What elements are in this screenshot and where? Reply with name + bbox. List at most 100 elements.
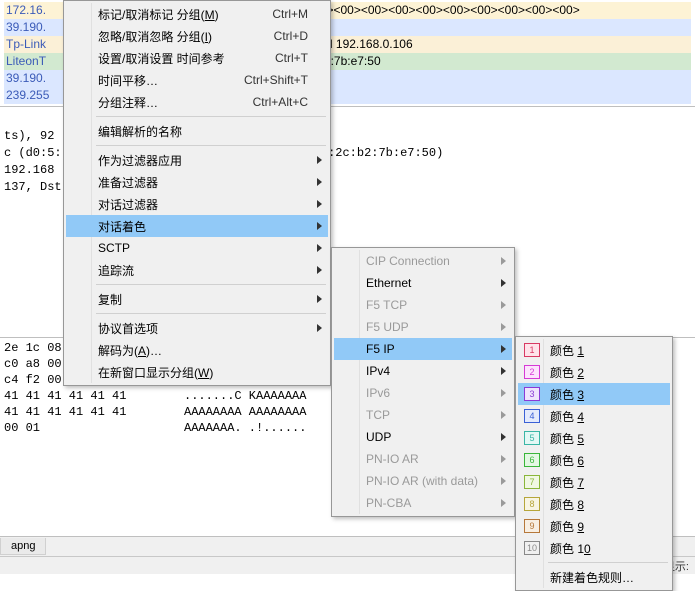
menu-item-label: 标记/取消标记 分组(M) <box>98 6 248 23</box>
submenu-arrow-icon <box>501 279 506 287</box>
color-swatch-icon: 8 <box>524 497 540 511</box>
menu-item-label: Ethernet <box>366 276 492 290</box>
context-menu-item[interactable]: 追踪流 <box>66 259 328 281</box>
color-swatch-icon: 5 <box>524 431 540 445</box>
menu-item-label: 颜色 10 <box>550 540 650 557</box>
menu-item-label: 时间平移… <box>98 72 220 89</box>
context-menu-item[interactable]: 对话着色 <box>66 215 328 237</box>
color-menu-item[interactable]: 3颜色 3 <box>518 383 670 405</box>
context-menu[interactable]: 标记/取消标记 分组(M) Ctrl+M 忽略/取消忽略 分组(I) Ctrl+D 设置… <box>63 0 331 386</box>
color-swatch-icon: 4 <box>524 409 540 423</box>
menu-item-shortcut: Ctrl+Shift+T <box>244 73 308 87</box>
menu-item-label: 作为过滤器应用 <box>98 152 308 169</box>
tab-apng[interactable]: apng <box>0 538 46 555</box>
menu-item-label: 新建着色规则… <box>550 569 650 586</box>
submenu-colorize[interactable]: CIP Connection Ethernet F5 TCPF5 UDP F5 IP I… <box>331 247 515 517</box>
menu-item-label: 颜色 5 <box>550 430 650 447</box>
submenu-arrow-icon <box>317 156 322 164</box>
menu-item-label: 忽略/取消忽略 分组(I) <box>98 28 250 45</box>
color-menu-item[interactable]: 4 颜色 4 <box>518 405 670 427</box>
menu-item-shortcut: Ctrl+D <box>274 29 308 43</box>
submenu-arrow-icon <box>501 301 506 309</box>
menu-item-label: F5 IP <box>366 342 492 356</box>
color-swatch-icon: 2 <box>524 365 540 379</box>
colorize-menu-item[interactable]: IPv4 <box>334 360 512 382</box>
menu-item-shortcut: Ctrl+T <box>275 51 308 65</box>
menu-item-label: 颜色 7 <box>550 474 650 491</box>
color-menu-item[interactable]: 9颜色 9 <box>518 515 670 537</box>
context-menu-item[interactable]: 解码为(A)… <box>66 339 328 361</box>
colorize-menu-item[interactable]: F5 UDP <box>334 316 512 338</box>
menu-item-label: 颜色 1 <box>550 342 650 359</box>
color-menu-item[interactable]: 1 颜色 1 <box>518 339 670 361</box>
submenu-arrow-icon <box>501 477 506 485</box>
context-menu-item[interactable]: 分组注释…Ctrl+Alt+C <box>66 91 328 113</box>
menu-item-label: TCP <box>366 408 492 422</box>
submenu-arrow-icon <box>317 178 322 186</box>
submenu-arrow-icon <box>501 433 506 441</box>
menu-item-label: CIP Connection <box>366 254 492 268</box>
submenu-arrow-icon <box>317 266 322 274</box>
submenu-arrow-icon <box>501 257 506 265</box>
colorize-menu-item[interactable]: F5 IP <box>334 338 512 360</box>
color-menu-item[interactable]: 7颜色 7 <box>518 471 670 493</box>
menu-separator <box>96 284 326 285</box>
detail-line: ts), 92 <box>4 129 54 143</box>
colorize-menu-item[interactable]: CIP Connection <box>334 250 512 272</box>
color-swatch-icon: 9 <box>524 519 540 533</box>
menu-item-label: 颜色 4 <box>550 408 650 425</box>
menu-separator <box>96 313 326 314</box>
colorize-menu-item[interactable]: TCP <box>334 404 512 426</box>
submenu-arrow-icon <box>501 367 506 375</box>
context-menu-item[interactable]: 作为过滤器应用 <box>66 149 328 171</box>
menu-item-label: 追踪流 <box>98 262 308 279</box>
color-swatch-icon: 1 <box>524 343 540 357</box>
context-menu-item[interactable]: 设置/取消设置 时间参考 Ctrl+T <box>66 47 328 69</box>
menu-item-label: PN-CBA <box>366 496 492 510</box>
colorize-menu-item[interactable]: Ethernet <box>334 272 512 294</box>
menu-item-label: 解码为(A)… <box>98 342 308 359</box>
menu-item-label: 对话着色 <box>98 218 308 235</box>
menu-item-shortcut: Ctrl+M <box>272 7 308 21</box>
color-menu-item[interactable]: 2颜色 2 <box>518 361 670 383</box>
submenu-arrow-icon <box>501 345 506 353</box>
colorize-menu-item[interactable]: PN-IO AR (with data) <box>334 470 512 492</box>
submenu-arrow-icon <box>317 200 322 208</box>
menu-separator <box>96 145 326 146</box>
color-swatch-icon: 6 <box>524 453 540 467</box>
colorize-menu-item[interactable]: PN-CBA <box>334 492 512 514</box>
menu-item-label: 编辑解析的名称 <box>98 123 308 140</box>
colorize-menu-item[interactable]: PN-IO AR <box>334 448 512 470</box>
context-menu-item[interactable]: 协议首选项 <box>66 317 328 339</box>
context-menu-item[interactable]: 时间平移… Ctrl+Shift+T <box>66 69 328 91</box>
colorize-menu-item[interactable]: IPv6 <box>334 382 512 404</box>
color-swatch-icon: 3 <box>524 387 540 401</box>
context-menu-item[interactable]: 复制 <box>66 288 328 310</box>
menu-separator <box>96 116 326 117</box>
context-menu-item[interactable]: 准备过滤器 <box>66 171 328 193</box>
menu-item-label: 颜色 8 <box>550 496 650 513</box>
color-menu-item[interactable]: 6颜色 6 <box>518 449 670 471</box>
submenu-arrow-icon <box>317 295 322 303</box>
context-menu-item[interactable]: 忽略/取消忽略 分组(I) Ctrl+D <box>66 25 328 47</box>
menu-item-label: 设置/取消设置 时间参考 <box>98 50 251 67</box>
menu-item-label: UDP <box>366 430 492 444</box>
submenu-colors[interactable]: 1 颜色 1 2颜色 23颜色 3 4 颜色 4 5 颜色 5 6颜色 67颜色 7 8 颜色 8… <box>515 336 673 591</box>
colorize-menu-item[interactable]: F5 TCP <box>334 294 512 316</box>
new-coloring-rule[interactable]: 新建着色规则… <box>518 566 670 588</box>
context-menu-item[interactable]: 编辑解析的名称 <box>66 120 328 142</box>
menu-item-label: 复制 <box>98 291 308 308</box>
color-menu-item[interactable]: 8 颜色 8 <box>518 493 670 515</box>
color-menu-item[interactable]: 10颜色 10 <box>518 537 670 559</box>
context-menu-item[interactable]: 在新窗口显示分组(W) <box>66 361 328 383</box>
context-menu-item[interactable]: 标记/取消标记 分组(M) Ctrl+M <box>66 3 328 25</box>
detail-line: c (d0:5: <box>4 146 62 160</box>
submenu-arrow-icon <box>501 411 506 419</box>
submenu-arrow-icon <box>501 455 506 463</box>
submenu-arrow-icon <box>501 323 506 331</box>
color-menu-item[interactable]: 5 颜色 5 <box>518 427 670 449</box>
colorize-menu-item[interactable]: UDP <box>334 426 512 448</box>
context-menu-item[interactable]: 对话过滤器 <box>66 193 328 215</box>
context-menu-item[interactable]: SCTP <box>66 237 328 259</box>
submenu-arrow-icon <box>317 244 322 252</box>
